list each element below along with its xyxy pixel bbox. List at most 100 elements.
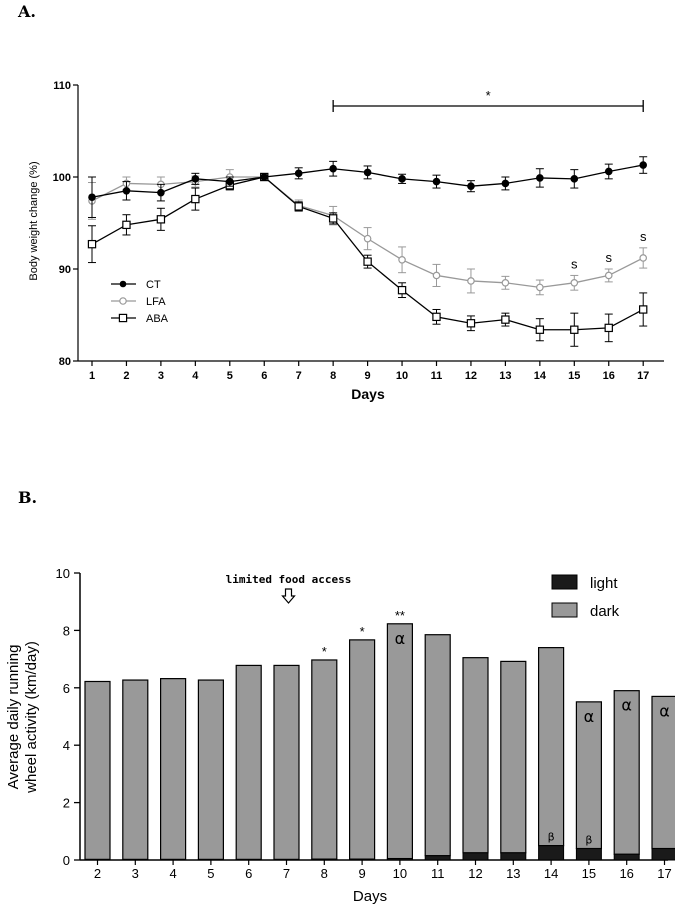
data-point (294, 202, 303, 211)
bar-dark-day-7 (273, 664, 300, 861)
bar-light-day-17 (651, 848, 675, 861)
data-point (501, 315, 510, 324)
panel-b-x-tick-label: 15 (582, 866, 596, 881)
panel-b-x-tick-label: 2 (94, 866, 101, 881)
panel-b-x-tick-label: 4 (169, 866, 176, 881)
data-point (570, 175, 579, 183)
panel-b-x-tick-label: 6 (245, 866, 252, 881)
bar-dark-day-11 (424, 634, 451, 857)
bar-light-day-2 (84, 858, 111, 861)
panel-b-x-tick-label: 17 (657, 866, 671, 881)
bar-dark-day-13 (500, 660, 527, 854)
bar-dark-day-6 (235, 664, 262, 861)
bar-light-day-13 (500, 852, 527, 861)
panel-b-x-tick-label: 13 (506, 866, 520, 881)
data-point (535, 325, 545, 334)
panel-b-y-tick-label: 10 (56, 566, 70, 581)
panel-a-x-tick-label: 17 (637, 370, 649, 382)
panel-b-y-tick-label: 4 (63, 738, 70, 753)
panel-a-x-tick-label: 6 (261, 370, 267, 382)
panel-a-x-tick-label: 10 (396, 370, 408, 382)
data-point (570, 325, 579, 334)
data-point (398, 255, 406, 264)
data-point (536, 283, 544, 292)
bar-dark-day-14 (537, 647, 565, 847)
data-point (570, 278, 579, 287)
bar-light-day-9 (349, 858, 376, 861)
bar-light-day-7 (273, 858, 300, 861)
series-aba (87, 172, 648, 347)
legend-marker-lfa (119, 297, 127, 305)
panel-b-x-tick-label: 12 (468, 866, 482, 881)
legend-label-lfa: LFA (146, 296, 166, 308)
data-point (88, 193, 96, 202)
data-point (501, 278, 510, 287)
annotation-s: s (640, 229, 647, 244)
bar-dark-day-12 (462, 657, 489, 854)
data-point (191, 175, 200, 183)
panel-b-y-axis-label-line1: Average daily running (5, 645, 22, 790)
annotation-significance: ** (395, 608, 405, 623)
data-point (398, 175, 406, 183)
legend-marker-ct (119, 280, 127, 288)
significance-star: * (486, 88, 491, 103)
bar-dark-day-8 (311, 659, 338, 860)
data-point (156, 215, 166, 224)
panel-a-x-tick-label: 7 (296, 370, 302, 382)
panel-a-letter: A. (17, 2, 36, 21)
panel-a-x-tick-label: 1 (89, 370, 95, 382)
data-point (363, 257, 372, 266)
panel-b-y-tick-label: 2 (63, 796, 70, 811)
bar-dark-day-2 (84, 680, 111, 861)
panel-b-y-tick-label: 6 (63, 681, 70, 696)
panel-a-x-tick-label: 9 (365, 370, 371, 382)
panel-b-x-tick-label: 9 (358, 866, 365, 881)
panel-b-x-axis-label: Days (353, 888, 387, 905)
annotation-significance: * (360, 624, 365, 639)
legend-label-dark: dark (590, 603, 620, 620)
bar-light-day-6 (235, 858, 262, 861)
panel-a-x-tick-label: 15 (568, 370, 580, 382)
annotation-s: s (606, 250, 613, 265)
panel-b-x-tick-label: 10 (393, 866, 407, 881)
data-point (501, 179, 510, 188)
bar-light-day-14 (538, 845, 565, 861)
panel-a-x-tick-label: 8 (330, 370, 336, 382)
data-point (397, 285, 407, 295)
legend-label-light: light (590, 575, 618, 592)
bar-dark-day-9 (349, 639, 376, 860)
series-ct (88, 156, 648, 218)
bar-light-day-8 (311, 858, 338, 861)
bar-light-day-10 (386, 858, 413, 861)
panel-b-x-tick-label: 7 (283, 866, 290, 881)
bar-light-day-16 (613, 853, 640, 861)
panel-a-y-tick-label: 110 (53, 80, 71, 92)
data-point (328, 214, 338, 223)
data-point (639, 254, 648, 262)
bar-light-day-4 (160, 858, 187, 861)
data-point (432, 177, 441, 186)
data-point (294, 169, 303, 178)
annotation-beta: β (548, 831, 555, 844)
legend-label-ct: CT (146, 279, 161, 291)
data-point (638, 305, 648, 314)
bar-dark-day-4 (160, 678, 187, 861)
panel-b-y-tick-label: 0 (63, 853, 70, 868)
panel-a-y-tick-label: 90 (59, 264, 71, 276)
data-point (329, 164, 337, 173)
down-arrow-icon (281, 588, 296, 604)
data-point (363, 168, 372, 177)
data-point (604, 271, 613, 280)
annotation-beta: β (585, 834, 592, 847)
panel-a-x-tick-label: 13 (499, 370, 511, 382)
bar-dark-day-5 (197, 679, 224, 861)
panel-a-x-tick-label: 5 (227, 370, 233, 382)
legend-marker-aba (118, 313, 128, 323)
panel-b-x-tick-label: 11 (431, 866, 445, 881)
panel-b-x-tick-label: 8 (321, 866, 328, 881)
annotation-significance: * (322, 644, 327, 659)
